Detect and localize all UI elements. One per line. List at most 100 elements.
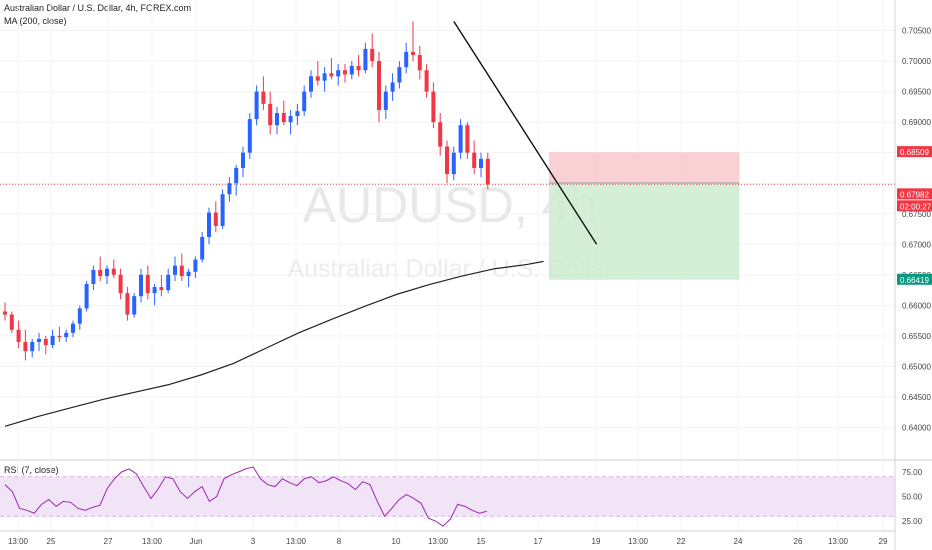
countdown-badge: 02:00:27 [897,200,932,212]
ma-200-polyline [4,260,544,427]
candle [315,61,320,86]
candle-body [37,338,41,343]
rsi-pane[interactable] [0,466,895,527]
candle [91,265,96,291]
candle-body [275,112,279,126]
candle [43,335,48,355]
candle-body [315,76,320,81]
candle [71,320,75,338]
time-tick-label: 26 [794,537,803,546]
candle-body [329,73,334,77]
candle [84,280,89,312]
candle [77,305,82,330]
candle [152,283,157,306]
time-tick-label: 13:00 [286,537,307,546]
candle [417,45,422,80]
candle [105,265,109,284]
position-zones[interactable] [0,152,895,280]
watermark-symbol: AUDUSD, 4h [303,177,598,233]
time-tick-label: 13:00 [142,537,163,546]
candle [479,152,483,178]
candle-body [98,269,103,277]
candle [390,73,395,101]
ma-indicator-label[interactable]: MA (200, close) [4,16,67,26]
candle [288,109,293,135]
trendline-layer[interactable] [453,20,598,245]
candle-body [227,183,232,195]
time-tick-label: 13:00 [8,537,29,546]
time-tick-label: 13:00 [828,537,849,546]
candle-body [356,65,361,71]
entry-price-badge-bg [897,177,932,189]
entry-price-badge: 0.68003 [897,177,932,189]
price-tick-label: 0.66000 [902,301,931,310]
candle [220,189,225,230]
candle [173,256,177,281]
current-price-badge-bg [897,188,932,200]
candle-body [281,112,286,123]
price-tick-label: 0.70000 [902,57,931,66]
time-tick-label: 25 [47,537,56,546]
candle-body [438,122,443,147]
time-tick-label: 19 [592,537,601,546]
candle-body [118,274,123,294]
candle [37,332,41,352]
candle [98,256,103,281]
time-tick-label: 22 [677,537,686,546]
stop-price-badge-text: 0.68509 [900,148,929,157]
candle-body [247,119,252,153]
candle [322,67,327,92]
candle [472,140,477,175]
candle-body [125,293,130,315]
candle [200,232,205,263]
candle-body [159,287,164,291]
time-axis[interactable]: 13:00 25 27 13:00 Jun 3 13:00 8 10 13:00 15 17 19 13:… [8,537,888,546]
price-tick-label: 0.70500 [902,27,931,36]
candle-body [9,314,14,330]
candle [30,338,35,358]
ma-200-line[interactable] [4,260,544,427]
rsi-indicator-label[interactable]: RSI (7, close) [4,465,59,475]
candle [343,64,347,83]
candle-body [451,152,456,175]
candle-body [50,335,55,346]
stop-loss-zone [549,152,740,184]
time-tick-label: 3 [251,537,256,546]
candle [485,152,490,190]
candle-body [186,271,191,277]
candle [281,100,286,126]
candle-body [105,268,109,277]
candle-body [193,259,198,272]
candle [424,64,429,98]
candle-body [302,91,307,112]
candle [336,64,341,86]
price-badges: 0.68509 0.68003 0.67982 02:00:27 0.66419 [897,146,932,285]
candle [377,51,381,123]
candle [16,320,21,349]
candle-body [241,152,245,168]
candle [186,268,191,288]
candle-body [43,338,48,346]
candles-layer[interactable] [3,21,490,361]
time-tick-label: 27 [104,537,113,546]
candle-body [254,91,259,120]
trendline [453,20,598,245]
candle-body [173,265,177,275]
candle-body [57,335,62,338]
time-tick-label: Jun [190,537,203,546]
candle [9,311,14,333]
candle-body [179,265,184,277]
time-tick-label: 13:00 [428,537,449,546]
candle [111,259,116,278]
candle [159,274,164,297]
candle [179,253,184,281]
candle [3,302,7,321]
candle-body [288,116,293,123]
candle [411,21,415,62]
price-tick-label: 0.67500 [902,210,931,219]
candle-body [383,91,388,110]
candle [383,85,388,120]
candle-body [390,82,395,92]
candle-body [30,342,35,352]
